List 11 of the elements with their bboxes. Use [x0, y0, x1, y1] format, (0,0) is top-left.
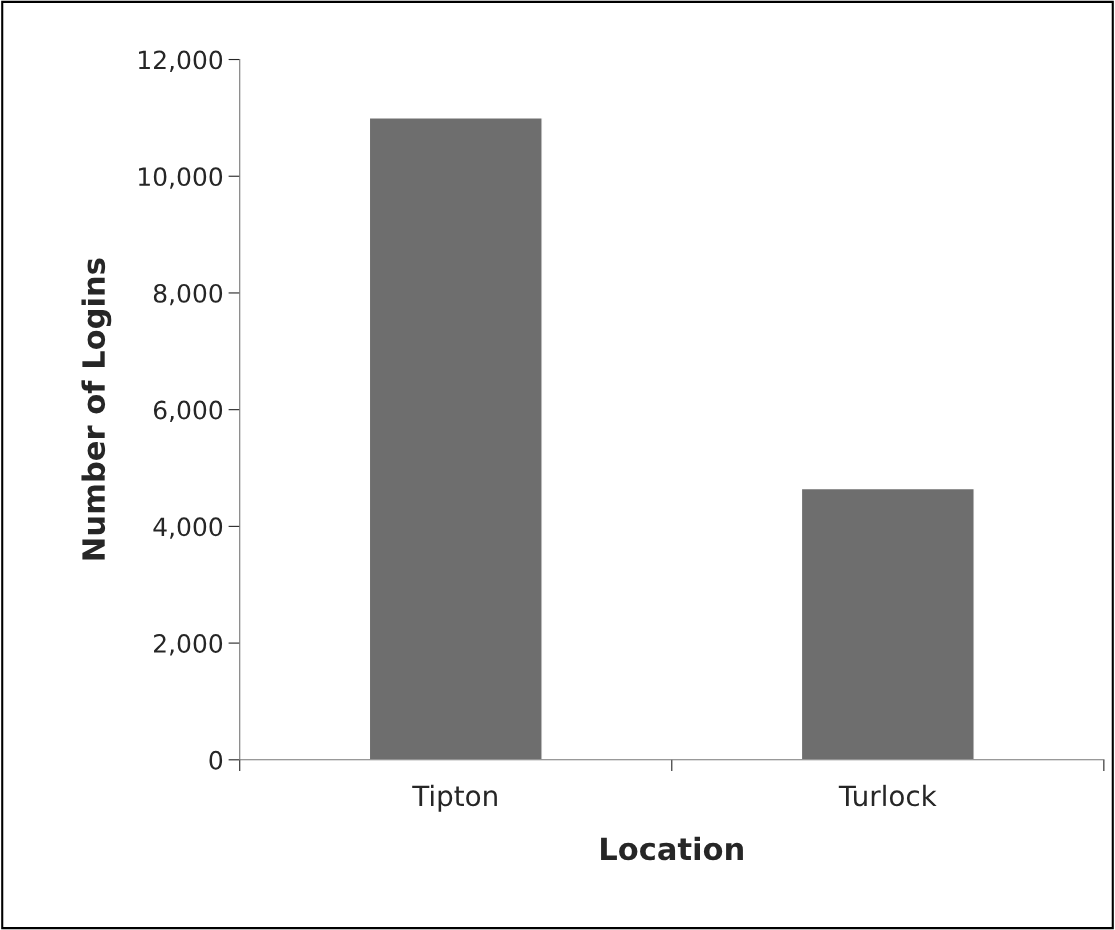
x-tick-label: Turlock — [838, 784, 937, 807]
y-axis-title: Number of Logins — [81, 258, 112, 560]
y-tick-label: 12,000 — [139, 50, 223, 72]
y-tick-label: 10,000 — [139, 167, 223, 189]
x-axis-title: Location — [601, 836, 743, 861]
y-tick-label: 4,000 — [153, 517, 223, 539]
y-tick-label: 0 — [209, 750, 223, 770]
x-tick-label: Tipton — [412, 784, 497, 812]
y-tick-label: 8,000 — [153, 283, 223, 306]
y-tick-label: 6,000 — [153, 400, 223, 423]
y-tick-label: 2,000 — [154, 634, 223, 656]
